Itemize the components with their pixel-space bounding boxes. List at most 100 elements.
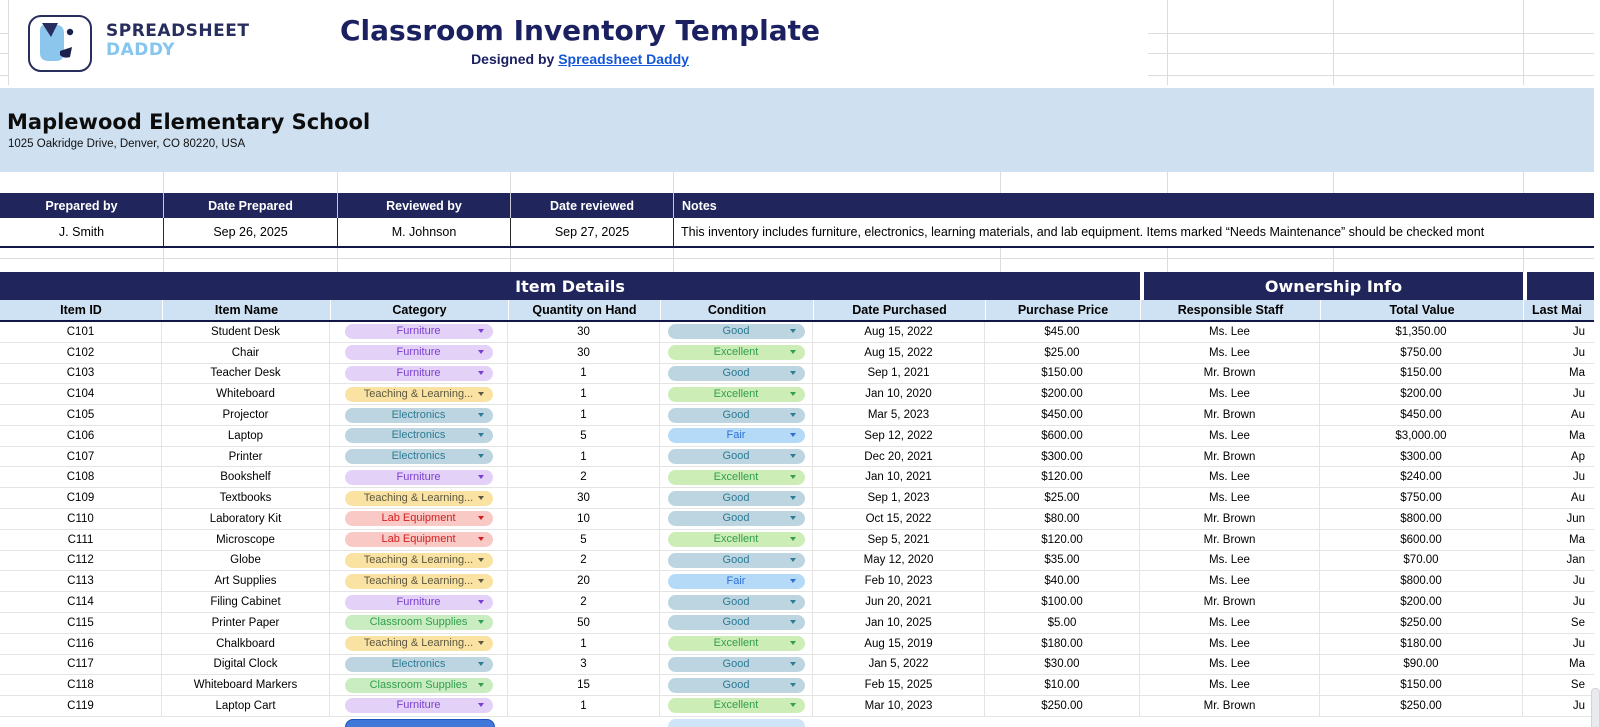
cell-condition[interactable]: Good bbox=[660, 405, 813, 426]
cell-quantity[interactable]: 1 bbox=[508, 405, 660, 426]
cell-item-id[interactable]: C107 bbox=[0, 446, 162, 468]
cell-date-purchased[interactable]: Jan 10, 2021 bbox=[813, 467, 985, 489]
condition-dropdown[interactable]: Excellent bbox=[667, 636, 805, 652]
spreadsheet-daddy-link[interactable]: Spreadsheet Daddy bbox=[558, 51, 689, 67]
category-dropdown[interactable]: Teaching & Learning... bbox=[344, 573, 493, 589]
cell-total-value[interactable]: $90.00 bbox=[1320, 654, 1523, 676]
cell-date-purchased[interactable]: Mar 5, 2023 bbox=[813, 405, 985, 426]
cell-condition[interactable]: Excellent bbox=[660, 384, 813, 406]
cell-last-maintenance[interactable]: Ap bbox=[1523, 447, 1600, 468]
cell-date-purchased[interactable]: Jan 5, 2022 bbox=[813, 654, 985, 676]
cell-item-name[interactable]: Printer Paper bbox=[162, 612, 330, 634]
cell-quantity[interactable]: 30 bbox=[508, 322, 660, 343]
cell-date-purchased[interactable]: Aug 15, 2022 bbox=[813, 342, 985, 364]
cell-total-value[interactable]: $150.00 bbox=[1320, 675, 1523, 697]
cell-quantity[interactable]: 1 bbox=[508, 446, 660, 468]
cell-condition[interactable]: Good bbox=[660, 654, 813, 676]
cell-date-purchased[interactable]: Feb 10, 2023 bbox=[813, 571, 985, 593]
cell-responsible-staff[interactable]: Mr. Brown bbox=[1140, 696, 1320, 717]
cell-category[interactable]: Electronics bbox=[330, 425, 508, 447]
cell-total-value[interactable]: $250.00 bbox=[1320, 612, 1523, 634]
cell-item-name[interactable]: Laptop bbox=[162, 425, 330, 447]
cell-last-maintenance[interactable]: Ju bbox=[1523, 467, 1600, 489]
cell-responsible-staff[interactable]: Ms. Lee bbox=[1140, 342, 1320, 364]
cell-category[interactable]: Furniture bbox=[330, 322, 508, 343]
condition-dropdown[interactable]: Fair bbox=[667, 428, 805, 444]
cell-purchase-price[interactable]: $45.00 bbox=[985, 322, 1140, 343]
cell-last-maintenance[interactable]: Au bbox=[1523, 405, 1600, 426]
cell-category[interactable]: Classroom Supplies bbox=[330, 612, 508, 634]
cell-date-reviewed[interactable]: Sep 27, 2025 bbox=[510, 218, 673, 246]
cell-condition[interactable]: Good bbox=[660, 509, 813, 530]
cell-total-value[interactable]: $240.00 bbox=[1320, 467, 1523, 489]
cell-purchase-price[interactable]: $25.00 bbox=[985, 342, 1140, 364]
category-dropdown[interactable]: Furniture bbox=[344, 698, 493, 714]
cell-item-id[interactable]: C102 bbox=[0, 342, 162, 364]
cell-quantity[interactable]: 1 bbox=[508, 384, 660, 406]
cell-quantity[interactable]: 1 bbox=[508, 633, 660, 655]
category-dropdown[interactable]: Teaching & Learning... bbox=[344, 552, 493, 568]
category-dropdown[interactable]: Electronics bbox=[344, 656, 493, 672]
category-dropdown[interactable]: Furniture bbox=[344, 345, 493, 361]
cell-condition[interactable]: Good bbox=[660, 446, 813, 468]
cell-condition[interactable]: Good bbox=[660, 592, 813, 613]
cell-last-maintenance[interactable]: Ma bbox=[1523, 530, 1600, 551]
category-dropdown[interactable]: Classroom Supplies bbox=[344, 615, 493, 631]
cell-category[interactable]: Furniture bbox=[330, 467, 508, 489]
cell-condition[interactable]: Excellent bbox=[660, 529, 813, 551]
condition-dropdown[interactable]: Good bbox=[667, 490, 805, 506]
cell-item-id[interactable]: C117 bbox=[0, 654, 162, 676]
cell-total-value[interactable]: $1,350.00 bbox=[1320, 322, 1523, 343]
cell-responsible-staff[interactable]: Ms. Lee bbox=[1140, 550, 1320, 572]
cell-total-value[interactable]: $250.00 bbox=[1320, 696, 1523, 717]
cell-last-maintenance[interactable]: Se bbox=[1523, 613, 1600, 634]
cell-category[interactable]: Furniture bbox=[330, 342, 508, 364]
condition-dropdown[interactable]: Good bbox=[667, 365, 805, 381]
category-dropdown[interactable]: Furniture bbox=[344, 324, 493, 340]
cell-quantity[interactable]: 30 bbox=[508, 342, 660, 364]
cell-responsible-staff[interactable]: Mr. Brown bbox=[1140, 529, 1320, 551]
cell-category[interactable]: Teaching & Learning... bbox=[330, 633, 508, 655]
cell-category[interactable]: Furniture bbox=[330, 363, 508, 385]
scrollbar-thumb[interactable] bbox=[1591, 688, 1600, 727]
cell-date-purchased[interactable]: Mar 10, 2023 bbox=[813, 696, 985, 717]
condition-dropdown[interactable]: Fair bbox=[667, 573, 805, 589]
cell-responsible-staff[interactable]: Ms. Lee bbox=[1140, 675, 1320, 697]
cell-date-purchased[interactable]: Sep 12, 2022 bbox=[813, 425, 985, 447]
cell-category[interactable]: Electronics bbox=[330, 405, 508, 426]
cell-item-name[interactable]: Whiteboard Markers bbox=[162, 675, 330, 697]
condition-dropdown[interactable]: Good bbox=[667, 324, 805, 340]
cell-notes[interactable]: This inventory includes furniture, elect… bbox=[673, 218, 1600, 246]
cell-responsible-staff[interactable]: Ms. Lee bbox=[1140, 654, 1320, 676]
cell-date-purchased[interactable]: Dec 20, 2021 bbox=[813, 446, 985, 468]
cell-item-name[interactable]: Digital Clock bbox=[162, 654, 330, 676]
cell-last-maintenance[interactable]: Ju bbox=[1523, 322, 1600, 343]
cell-condition[interactable]: Good bbox=[660, 363, 813, 385]
cell-item-name[interactable]: Whiteboard bbox=[162, 384, 330, 406]
cell-item-id[interactable]: C101 bbox=[0, 322, 162, 343]
cell-item-name[interactable]: Projector bbox=[162, 405, 330, 426]
condition-dropdown[interactable]: Good bbox=[667, 407, 805, 423]
cell-purchase-price[interactable]: $100.00 bbox=[985, 592, 1140, 613]
cell-category[interactable]: Teaching & Learning... bbox=[330, 384, 508, 406]
cell-purchase-price[interactable]: $5.00 bbox=[985, 612, 1140, 634]
partial-category-dropdown[interactable] bbox=[345, 719, 495, 727]
condition-dropdown[interactable]: Excellent bbox=[667, 698, 805, 714]
cell-quantity[interactable]: 15 bbox=[508, 675, 660, 697]
cell-condition[interactable]: Excellent bbox=[660, 633, 813, 655]
cell-total-value[interactable]: $600.00 bbox=[1320, 529, 1523, 551]
cell-item-id[interactable]: C119 bbox=[0, 696, 162, 717]
cell-category[interactable]: Lab Equipment bbox=[330, 509, 508, 530]
cell-responsible-staff[interactable]: Ms. Lee bbox=[1140, 612, 1320, 634]
cell-condition[interactable]: Good bbox=[660, 322, 813, 343]
cell-category[interactable]: Electronics bbox=[330, 446, 508, 468]
cell-purchase-price[interactable]: $120.00 bbox=[985, 467, 1140, 489]
cell-item-id[interactable]: C111 bbox=[0, 529, 162, 551]
cell-item-id[interactable]: C108 bbox=[0, 467, 162, 489]
cell-quantity[interactable]: 5 bbox=[508, 425, 660, 447]
cell-item-id[interactable]: C110 bbox=[0, 509, 162, 530]
cell-item-id[interactable]: C104 bbox=[0, 384, 162, 406]
cell-responsible-staff[interactable]: Mr. Brown bbox=[1140, 405, 1320, 426]
cell-item-name[interactable]: Student Desk bbox=[162, 322, 330, 343]
cell-category[interactable]: Teaching & Learning... bbox=[330, 571, 508, 593]
